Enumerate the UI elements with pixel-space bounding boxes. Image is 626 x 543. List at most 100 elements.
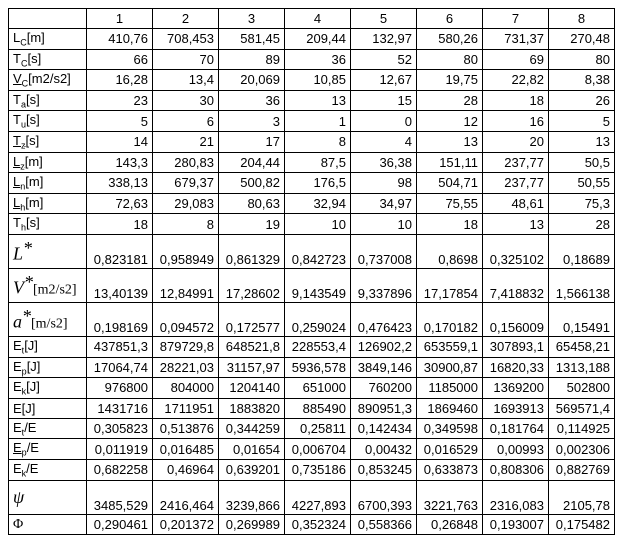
row-header: ψ — [9, 480, 87, 514]
data-cell: 569571,4 — [549, 398, 615, 418]
data-cell: 237,77 — [483, 152, 549, 173]
data-cell: 23 — [87, 90, 153, 111]
data-cell: 2105,78 — [549, 480, 615, 514]
row-header: LC[m] — [9, 29, 87, 50]
data-cell: 3221,763 — [417, 480, 483, 514]
data-cell: 0,198169 — [87, 302, 153, 336]
data-cell: 500,82 — [219, 173, 285, 194]
data-cell: 20 — [483, 131, 549, 152]
data-cell: 0,735186 — [285, 459, 351, 480]
data-cell: 0,016529 — [417, 439, 483, 460]
table-row: Th[s]188191010181328 — [9, 214, 615, 235]
data-cell: 20,069 — [219, 70, 285, 91]
data-cell: 6700,393 — [351, 480, 417, 514]
data-cell: 0,175482 — [549, 514, 615, 534]
data-cell: 32,94 — [285, 193, 351, 214]
data-cell: 976800 — [87, 378, 153, 399]
col-header-1: 1 — [87, 9, 153, 29]
data-cell: 126902,2 — [351, 336, 417, 357]
data-cell: 4227,893 — [285, 480, 351, 514]
table-row: VC[m2/s2]16,2813,420,06910,8512,6719,752… — [9, 70, 615, 91]
data-cell: 22,82 — [483, 70, 549, 91]
data-cell: 0,290461 — [87, 514, 153, 534]
data-cell: 10 — [285, 214, 351, 235]
data-cell: 0,861329 — [219, 234, 285, 268]
row-header: Φ — [9, 514, 87, 534]
data-cell: 0,853245 — [351, 459, 417, 480]
data-cell: 34,97 — [351, 193, 417, 214]
row-header: Ep[J] — [9, 357, 87, 378]
data-cell: 26 — [549, 90, 615, 111]
data-cell: 648521,8 — [219, 336, 285, 357]
data-cell: 5 — [549, 111, 615, 132]
data-cell: 70 — [153, 49, 219, 70]
data-cell: 1869460 — [417, 398, 483, 418]
data-cell: 760200 — [351, 378, 417, 399]
data-cell: 3849,146 — [351, 357, 417, 378]
data-cell: 16820,33 — [483, 357, 549, 378]
data-cell: 0,682258 — [87, 459, 153, 480]
table-row: E[J]143171617119511883820885490890951,31… — [9, 398, 615, 418]
data-cell: 237,77 — [483, 173, 549, 194]
data-cell: 0,558366 — [351, 514, 417, 534]
data-cell: 0,325102 — [483, 234, 549, 268]
data-cell: 0,513876 — [153, 418, 219, 439]
row-header: VC[m2/s2] — [9, 70, 87, 91]
data-cell: 0,011919 — [87, 439, 153, 460]
data-cell: 28 — [417, 90, 483, 111]
data-cell: 502800 — [549, 378, 615, 399]
data-cell: 0,006704 — [285, 439, 351, 460]
table-row: ψ3485,5292416,4643239,8664227,8936700,39… — [9, 480, 615, 514]
data-cell: 0,170182 — [417, 302, 483, 336]
table-row: Et/E0,3058230,5138760,3442590,258110,142… — [9, 418, 615, 439]
data-cell: 204,44 — [219, 152, 285, 173]
data-cell: 0,639201 — [219, 459, 285, 480]
data-cell: 0,808306 — [483, 459, 549, 480]
table-row: Ta[s]2330361315281826 — [9, 90, 615, 111]
data-cell: 0,269989 — [219, 514, 285, 534]
data-cell: 80,63 — [219, 193, 285, 214]
table-row: Lh[m]72,6329,08380,6332,9434,9775,5548,6… — [9, 193, 615, 214]
data-cell: 36 — [219, 90, 285, 111]
data-cell: 98 — [351, 173, 417, 194]
data-cell: 75,3 — [549, 193, 615, 214]
data-cell: 0,882769 — [549, 459, 615, 480]
data-cell: 581,45 — [219, 29, 285, 50]
data-cell: 885490 — [285, 398, 351, 418]
data-cell: 9,337896 — [351, 268, 417, 302]
data-cell: 0,259024 — [285, 302, 351, 336]
row-header: Tu[s] — [9, 111, 87, 132]
data-cell: 4 — [351, 131, 417, 152]
data-cell: 0,8698 — [417, 234, 483, 268]
data-cell: 18 — [87, 214, 153, 235]
data-cell: 0 — [351, 111, 417, 132]
data-cell: 30900,87 — [417, 357, 483, 378]
data-cell: 0,25811 — [285, 418, 351, 439]
data-cell: 0,15491 — [549, 302, 615, 336]
data-cell: 280,83 — [153, 152, 219, 173]
data-cell: 2316,083 — [483, 480, 549, 514]
row-header: E[J] — [9, 398, 87, 418]
data-cell: 1431716 — [87, 398, 153, 418]
data-cell: 66 — [87, 49, 153, 70]
row-header: Tz[s] — [9, 131, 87, 152]
data-cell: 8 — [285, 131, 351, 152]
data-cell: 151,11 — [417, 152, 483, 173]
data-cell: 0,114925 — [549, 418, 615, 439]
data-cell: 17,28602 — [219, 268, 285, 302]
data-cell: 0,01654 — [219, 439, 285, 460]
data-cell: 3239,866 — [219, 480, 285, 514]
table-row: LC[m]410,76708,453581,45209,44132,97580,… — [9, 29, 615, 50]
header-row: 12345678 — [9, 9, 615, 29]
data-cell: 12,67 — [351, 70, 417, 91]
data-cell: 13 — [549, 131, 615, 152]
data-cell: 13,40139 — [87, 268, 153, 302]
data-cell: 12 — [417, 111, 483, 132]
row-header: Ta[s] — [9, 90, 87, 111]
data-cell: 13 — [417, 131, 483, 152]
data-cell: 7,418832 — [483, 268, 549, 302]
data-cell: 1711951 — [153, 398, 219, 418]
table-row: L*0,8231810,9589490,8613290,8427230,7370… — [9, 234, 615, 268]
table-row: a*[m/s2]0,1981690,0945720,1725770,259024… — [9, 302, 615, 336]
col-header-8: 8 — [549, 9, 615, 29]
